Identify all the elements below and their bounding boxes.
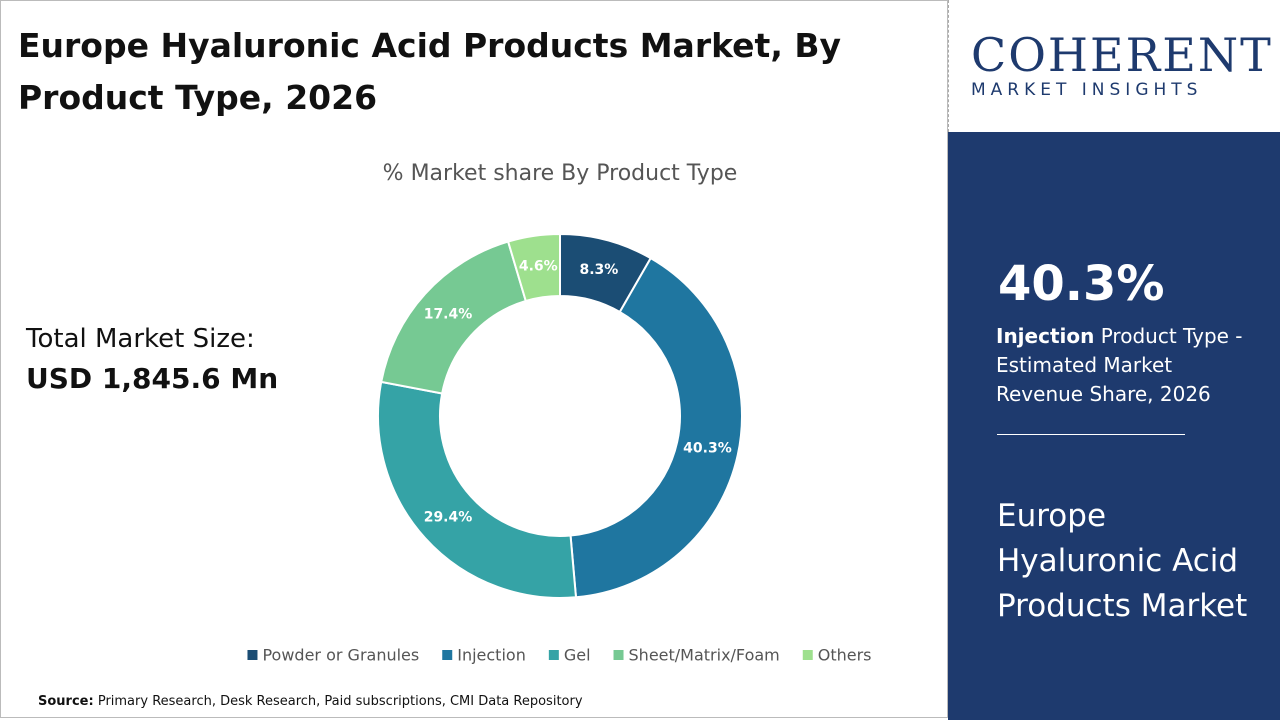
logo-name: COHERENT <box>971 28 1273 82</box>
market-size-label: Total Market Size: <box>26 324 255 354</box>
legend-label: Sheet/Matrix/Foam <box>629 646 780 665</box>
data-label: 4.6% <box>519 259 558 275</box>
legend-swatch <box>548 650 559 660</box>
data-label: 8.3% <box>580 262 619 278</box>
donut-slice <box>506 232 561 303</box>
legend-swatch <box>613 650 624 660</box>
donut-slice <box>377 380 578 599</box>
source-label: Source: <box>38 694 94 709</box>
market-name: Europe Hyaluronic Acid Products Market <box>997 498 1248 624</box>
page-title: Europe Hyaluronic Acid Products Market, … <box>18 26 842 117</box>
segment: Injection <box>996 324 1095 348</box>
source-text: Primary Research, Desk Research, Paid su… <box>97 694 583 709</box>
chart: % Market share By Product Type 8.3% 40.3%… <box>247 161 872 665</box>
legend-label: Others <box>818 646 872 665</box>
legend-swatch <box>802 650 813 660</box>
frame <box>0 0 948 718</box>
highlight-text: Injection Product Type - Estimated Marke… <box>996 322 1256 409</box>
source: Source: Primary Research, Desk Research,… <box>38 694 583 709</box>
legend-label: Gel <box>564 646 591 665</box>
market-size-value: USD 1,845.6 Mn <box>26 362 279 395</box>
logo-box: COHERENT MARKET INSIGHTS <box>948 0 1280 132</box>
side-panel: 40.3% Injection Product Type - Estimated… <box>948 132 1280 720</box>
chart-title: % Market share By Product Type <box>383 161 738 186</box>
legend-label: Injection <box>457 646 526 665</box>
description: Product Type - Estimated Market Revenue … <box>996 324 1243 406</box>
data-label: 29.4% <box>424 509 473 525</box>
legend-swatch <box>247 650 258 660</box>
data-label: 17.4% <box>424 307 473 323</box>
logo-tagline: MARKET INSIGHTS <box>971 80 1203 100</box>
legend-label: Powder or Granules <box>262 646 419 665</box>
data-label: 40.3% <box>683 440 732 456</box>
legend-swatch <box>442 650 453 660</box>
donut-slice <box>569 256 743 599</box>
divider <box>997 434 1185 435</box>
highlight-value: 40.3% <box>998 256 1165 312</box>
